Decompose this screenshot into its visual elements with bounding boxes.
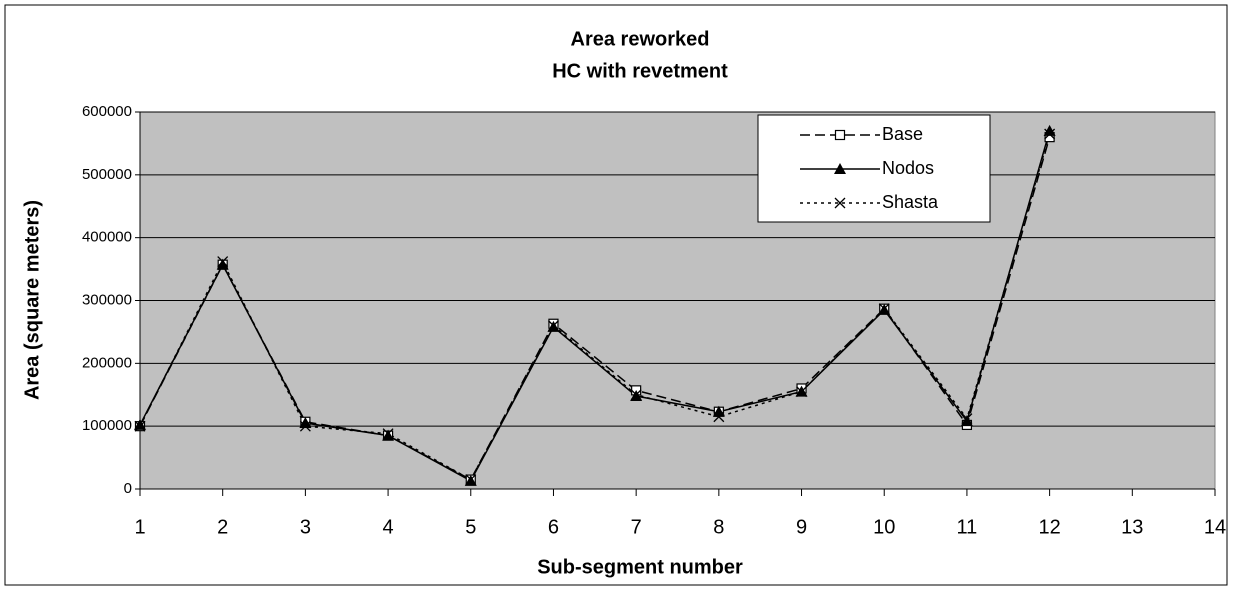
x-tick-label: 8 [713, 516, 724, 538]
legend-label: Shasta [882, 192, 939, 212]
x-tick-label: 11 [957, 516, 978, 538]
y-tick-label: 400000 [82, 229, 132, 246]
marker [134, 420, 146, 432]
x-tick-label: 9 [796, 516, 807, 538]
x-axis-label: Sub-segment number [537, 556, 743, 578]
x-tick-label: 14 [1204, 516, 1226, 538]
marker [630, 389, 642, 401]
marker [878, 303, 890, 315]
y-tick-label: 300000 [82, 291, 132, 308]
marker [382, 428, 394, 440]
y-axis-label: Area (square meters) [21, 200, 43, 400]
chart-subtitle: HC with revetment [552, 60, 728, 82]
marker [834, 197, 846, 209]
marker [1043, 124, 1056, 136]
legend-label: Nodos [882, 158, 934, 178]
x-tick-label: 4 [383, 516, 394, 538]
y-tick-label: 500000 [82, 166, 132, 183]
marker [299, 420, 311, 432]
marker [796, 386, 807, 398]
marker [1044, 128, 1056, 140]
marker [134, 418, 146, 430]
x-tick-label: 7 [631, 516, 642, 538]
marker [217, 256, 229, 268]
x-tick-label: 13 [1121, 516, 1143, 538]
y-tick-label: 200000 [82, 354, 132, 371]
marker [465, 474, 477, 486]
marker [960, 415, 973, 427]
chart-title: Area reworked [571, 28, 710, 50]
x-tick-label: 10 [873, 516, 895, 538]
x-tick-label: 6 [548, 516, 559, 538]
x-tick-label: 2 [217, 516, 228, 538]
marker [713, 411, 725, 423]
x-tick-label: 3 [300, 516, 311, 538]
marker [834, 129, 846, 141]
x-tick-label: 5 [465, 516, 476, 538]
marker [834, 163, 846, 174]
x-tick-label: 1 [134, 516, 145, 538]
y-tick-label: 600000 [82, 103, 132, 120]
legend-label: Base [882, 124, 923, 144]
marker [548, 320, 559, 332]
marker [382, 429, 395, 441]
x-tick-label: 12 [1038, 516, 1060, 538]
y-tick-label: 100000 [82, 417, 132, 434]
y-tick-label: 0 [124, 480, 132, 497]
marker [961, 413, 973, 425]
series-line [139, 130, 1051, 482]
marker [216, 258, 229, 270]
series-line [139, 133, 1051, 481]
marker [299, 417, 312, 429]
